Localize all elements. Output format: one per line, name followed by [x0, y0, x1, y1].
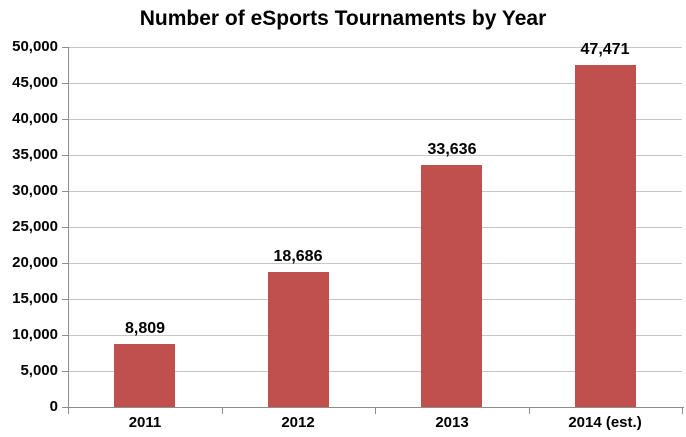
y-axis-tick: [62, 83, 68, 84]
y-axis-tick-label: 50,000: [12, 38, 58, 55]
y-axis-tick: [62, 47, 68, 48]
x-axis-tick: [222, 408, 223, 414]
gridline-15,000: [69, 299, 682, 300]
y-axis-tick: [62, 335, 68, 336]
y-axis-tick: [62, 227, 68, 228]
gridline-30,000: [69, 191, 682, 192]
y-axis-tick-label: 5,000: [20, 362, 58, 379]
y-axis-tick-label: 10,000: [12, 326, 58, 343]
y-axis-tick: [62, 299, 68, 300]
gridline-10,000: [69, 335, 682, 336]
y-axis-tick: [62, 371, 68, 372]
x-axis-label-2011: 2011: [128, 414, 162, 431]
gridline-45,000: [69, 83, 682, 84]
bar-2014 (est.): [575, 65, 636, 407]
x-axis-label-2013: 2013: [435, 414, 469, 431]
gridline-40,000: [69, 119, 682, 120]
x-axis-label-2014 (est.): 2014 (est.): [568, 414, 642, 431]
y-axis-line: [68, 47, 69, 413]
data-label-2013: 33,636: [427, 141, 477, 158]
x-axis-label-2012: 2012: [281, 414, 315, 431]
y-axis-tick-label: 45,000: [12, 74, 58, 91]
y-axis-tick: [62, 407, 68, 408]
y-axis-tick-label: 30,000: [12, 182, 58, 199]
data-label-2011: 8,809: [124, 320, 166, 337]
y-axis-tick: [62, 155, 68, 156]
y-axis-tick-label: 40,000: [12, 110, 58, 127]
x-axis-tick: [375, 408, 376, 414]
bar-2013: [421, 165, 482, 407]
chart-title: Number of eSports Tournaments by Year: [139, 7, 547, 30]
bar-2012: [268, 272, 329, 407]
x-axis-line: [62, 407, 684, 408]
y-axis-tick: [62, 191, 68, 192]
y-axis-tick-label: 35,000: [12, 146, 58, 163]
gridline-25,000: [69, 227, 682, 228]
y-axis-tick-label: 20,000: [12, 254, 58, 271]
gridline-35,000: [69, 155, 682, 156]
gridline-5,000: [69, 371, 682, 372]
x-axis-tick: [682, 408, 683, 414]
data-label-2012: 18,686: [273, 248, 323, 265]
y-axis-tick-label: 15,000: [12, 290, 58, 307]
x-axis-tick: [68, 408, 69, 414]
y-axis-tick: [62, 119, 68, 120]
x-axis-tick: [529, 408, 530, 414]
y-axis-tick: [62, 263, 68, 264]
gridline-20,000: [69, 263, 682, 264]
bar-2011: [114, 344, 175, 407]
y-axis-tick-label: 25,000: [12, 218, 58, 235]
gridline-50,000: [69, 47, 682, 48]
data-label-2014 (est.): 47,471: [580, 41, 630, 58]
y-axis-tick-label: 0: [49, 398, 58, 415]
